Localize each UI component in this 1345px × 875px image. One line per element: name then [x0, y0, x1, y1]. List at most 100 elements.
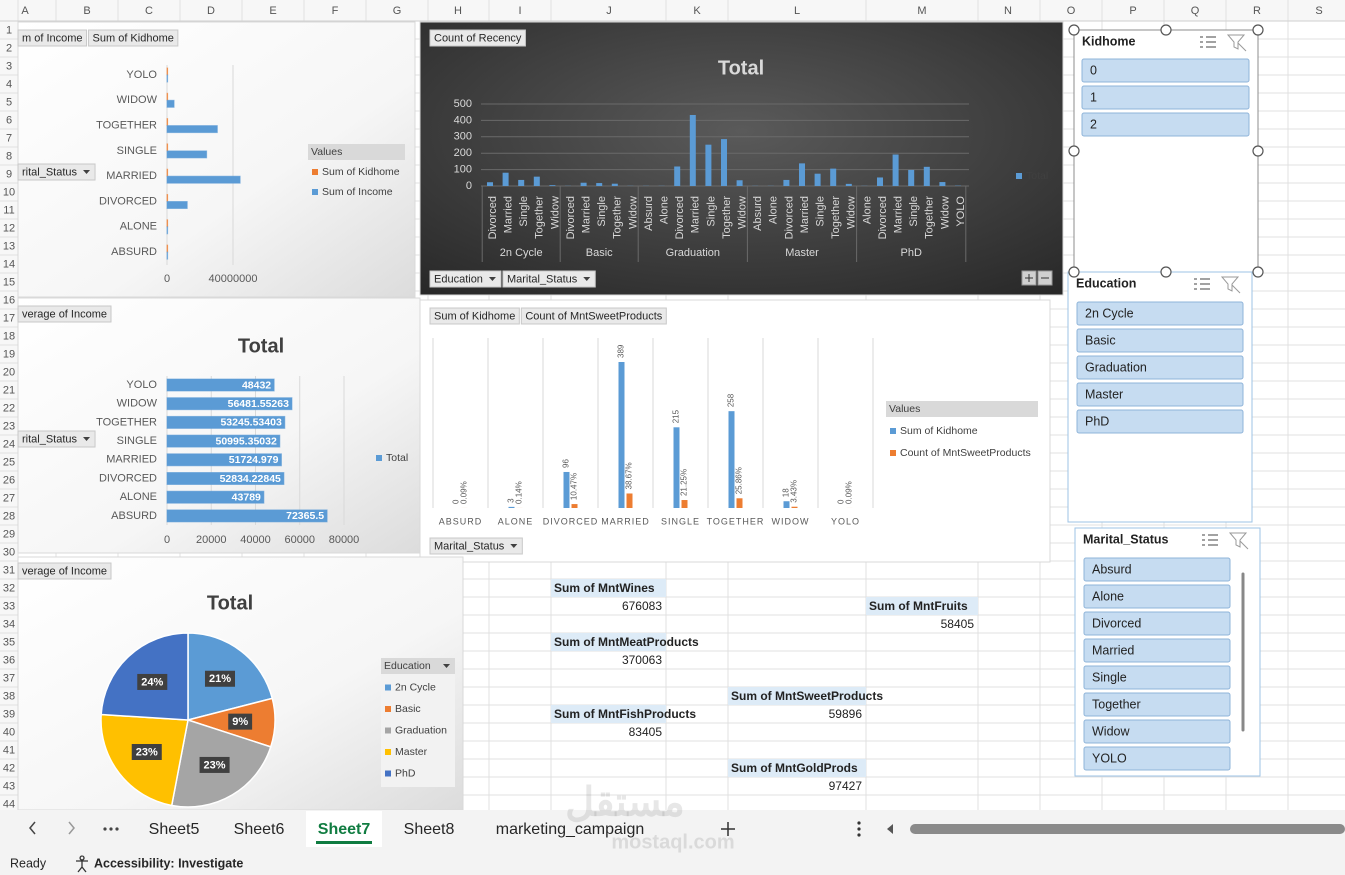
- status-accessibility[interactable]: Accessibility: Investigate: [94, 856, 243, 870]
- resize-handle[interactable]: [1252, 24, 1264, 36]
- data-label: 0.14%: [515, 481, 524, 504]
- data-label: 23%: [136, 746, 158, 758]
- row-number: 20: [3, 366, 15, 378]
- legend-header[interactable]: [381, 658, 455, 674]
- scroll-left[interactable]: [887, 824, 893, 834]
- x-tick-label: 0: [164, 273, 170, 285]
- slicer-item[interactable]: [1076, 328, 1244, 353]
- cell-header-background: [728, 687, 866, 705]
- sheet-tab[interactable]: Sheet8: [404, 821, 455, 838]
- x-tick-label: Absurd: [643, 196, 655, 231]
- new-sheet[interactable]: [721, 822, 735, 836]
- resize-handle[interactable]: [1252, 145, 1264, 157]
- field-button[interactable]: [17, 430, 96, 448]
- bar: [518, 179, 525, 186]
- resize-handle[interactable]: [1160, 266, 1172, 278]
- data-label: 53245.53403: [220, 417, 281, 429]
- column-letter: C: [145, 5, 153, 17]
- row-number: 11: [3, 204, 14, 216]
- data-label: 215: [672, 409, 681, 423]
- multi-select-icon[interactable]: [1194, 278, 1210, 290]
- slicer-item[interactable]: [1083, 746, 1231, 771]
- slicer-item[interactable]: [1083, 692, 1231, 717]
- more-sheets-dot: [115, 827, 119, 831]
- x-tick-label: Widow: [846, 196, 858, 229]
- legend-swatch: [890, 428, 896, 434]
- resize-handle[interactable]: [1068, 145, 1080, 157]
- bar: [791, 506, 798, 508]
- field-button[interactable]: [88, 29, 179, 47]
- resize-handle[interactable]: [1068, 266, 1080, 278]
- horizontal-scrollbar[interactable]: [910, 824, 1345, 834]
- bar: [618, 362, 625, 508]
- clear-filter-icon[interactable]: [1226, 34, 1246, 50]
- field-button[interactable]: [17, 163, 96, 181]
- resize-handle[interactable]: [1068, 24, 1080, 36]
- multi-select-icon[interactable]: [1200, 36, 1216, 48]
- bar: [166, 99, 175, 108]
- bar: [166, 251, 169, 260]
- resize-handle[interactable]: [1252, 266, 1264, 278]
- cell-header: Sum of MntFruits: [869, 599, 968, 613]
- slicer-item[interactable]: [1081, 112, 1250, 137]
- field-button[interactable]: [429, 307, 520, 325]
- row-number: 29: [3, 528, 15, 540]
- slicer-item[interactable]: [1083, 719, 1231, 744]
- data-label: 0.09%: [460, 481, 469, 504]
- field-button[interactable]: [520, 307, 667, 325]
- row-number: 27: [3, 492, 15, 504]
- slicer-item[interactable]: [1083, 611, 1231, 636]
- slicer-item[interactable]: [1083, 584, 1231, 609]
- sheet-tab[interactable]: Sheet5: [149, 821, 200, 838]
- data-label: 258: [727, 393, 736, 407]
- legend-title: Values: [311, 146, 342, 158]
- bar: [908, 169, 915, 186]
- sheet-tab[interactable]: Sheet7: [318, 821, 371, 838]
- x-tick-label: Together: [612, 196, 624, 239]
- slicer-item[interactable]: [1076, 355, 1244, 380]
- bar: [166, 194, 169, 202]
- field-button[interactable]: [429, 537, 523, 555]
- sheet-tab[interactable]: marketing_campaign: [496, 821, 645, 838]
- clear-filter-icon[interactable]: [1220, 276, 1240, 292]
- field-button[interactable]: [429, 270, 502, 288]
- data-label: 0.09%: [845, 481, 854, 504]
- multi-select-icon[interactable]: [1202, 534, 1218, 546]
- y-tick-label: ABSURD: [111, 510, 157, 522]
- cell-header-background: [551, 705, 666, 723]
- x-tick-label: Single: [518, 196, 530, 227]
- slicer-item[interactable]: [1076, 382, 1244, 407]
- slicer-item[interactable]: [1083, 557, 1231, 582]
- bar: [166, 92, 169, 101]
- row-number: 21: [3, 384, 15, 396]
- slicer-item[interactable]: [1083, 665, 1231, 690]
- field-button-label: Marital_Status: [434, 540, 505, 552]
- field-button[interactable]: [429, 29, 526, 47]
- data-label: 21%: [209, 673, 231, 685]
- field-button[interactable]: [502, 270, 596, 288]
- status-ready: Ready: [10, 856, 47, 870]
- x-tick-label: Together: [721, 196, 733, 239]
- slicer-item[interactable]: [1081, 85, 1250, 110]
- slicer-item[interactable]: [1081, 58, 1250, 83]
- options-dot: [857, 827, 861, 831]
- field-button[interactable]: [17, 305, 112, 323]
- data-label-box: [131, 743, 162, 760]
- bar: [611, 183, 618, 186]
- slicer-item[interactable]: [1076, 409, 1244, 434]
- previous-sheet[interactable]: [29, 821, 36, 835]
- field-button[interactable]: [17, 29, 88, 47]
- slicer-item[interactable]: [1083, 638, 1231, 663]
- accessibility-icon: [76, 855, 88, 873]
- next-sheet[interactable]: [68, 821, 75, 835]
- field-button[interactable]: [17, 562, 112, 580]
- bar: [705, 144, 712, 186]
- slicer-header-line: [1237, 42, 1247, 52]
- resize-handle[interactable]: [1160, 24, 1172, 36]
- clear-filter-icon[interactable]: [1228, 532, 1248, 548]
- sheet-tab[interactable]: Sheet6: [234, 821, 285, 838]
- bar: [166, 397, 293, 411]
- slicer-item[interactable]: [1076, 301, 1244, 326]
- y-tick-label: SINGLE: [117, 435, 157, 447]
- row-number: 25: [3, 456, 15, 468]
